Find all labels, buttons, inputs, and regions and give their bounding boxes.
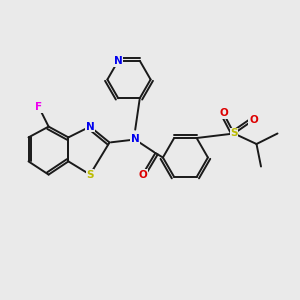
Text: O: O [138,169,147,180]
Text: S: S [86,169,94,180]
Text: N: N [114,56,123,66]
Text: O: O [249,115,258,125]
Text: S: S [230,128,238,139]
Text: F: F [35,102,43,112]
Text: O: O [219,108,228,118]
Text: N: N [85,122,94,132]
Text: N: N [130,134,140,145]
